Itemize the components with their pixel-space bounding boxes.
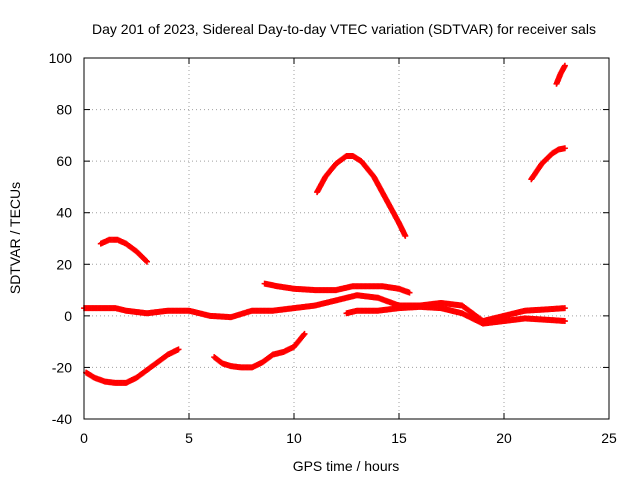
data-point (561, 62, 568, 69)
x-tick-label: 15 (391, 430, 407, 446)
series-arc-4 (553, 62, 568, 87)
data-point (300, 331, 307, 338)
y-tick-label: -20 (52, 359, 72, 375)
data-point (561, 318, 568, 325)
y-axis-label: SDTVAR / TECUs (7, 182, 23, 294)
x-tick-label: 5 (185, 430, 193, 446)
data-point (301, 330, 308, 337)
y-tick-label: 40 (56, 205, 72, 221)
y-tick-label: 100 (49, 50, 73, 66)
series-arc-3 (528, 145, 568, 183)
series-arc-5 (81, 292, 568, 325)
data-point (561, 305, 568, 312)
grid-lines (84, 58, 609, 419)
series-arc-2 (314, 152, 409, 239)
y-tick-label: 20 (56, 256, 72, 272)
x-tick-label: 10 (286, 430, 302, 446)
chart-title: Day 201 of 2023, Sidereal Day-to-day VTE… (92, 21, 596, 37)
x-axis-label: GPS time / hours (293, 458, 400, 474)
x-tick-label: 20 (496, 430, 512, 446)
series-arc-9 (211, 330, 308, 371)
series-arc-8 (83, 346, 182, 386)
data-points (81, 62, 568, 386)
data-point (561, 145, 568, 152)
data-point (175, 346, 182, 353)
y-tick-label: -40 (52, 411, 72, 427)
data-point (143, 257, 150, 264)
series-arc-7 (343, 303, 568, 327)
axis-ticks: 0 5 10 15 20 25 -40 -20 0 20 40 60 80 100 (49, 50, 617, 446)
data-point (402, 232, 409, 239)
series-arc-1 (97, 236, 150, 265)
y-tick-label: 80 (56, 102, 72, 118)
x-tick-label: 25 (601, 430, 617, 446)
data-point (144, 258, 150, 265)
y-tick-label: 60 (56, 153, 72, 169)
y-tick-label: 0 (64, 308, 72, 324)
data-point (406, 289, 413, 296)
series-arc-6 (261, 280, 413, 296)
plot-frame (83, 57, 610, 420)
x-tick-label: 0 (80, 430, 88, 446)
